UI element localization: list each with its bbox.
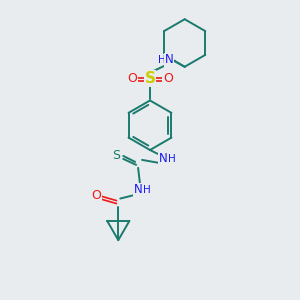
Text: S: S	[112, 149, 120, 162]
Text: O: O	[163, 72, 173, 85]
Text: O: O	[92, 189, 101, 202]
Text: O: O	[127, 72, 137, 85]
Text: N: N	[158, 152, 167, 165]
Text: S: S	[145, 71, 155, 86]
Text: H: H	[168, 154, 176, 164]
Text: H: H	[158, 55, 166, 65]
Text: N: N	[164, 53, 173, 66]
Text: N: N	[134, 183, 142, 196]
Text: H: H	[143, 184, 151, 195]
